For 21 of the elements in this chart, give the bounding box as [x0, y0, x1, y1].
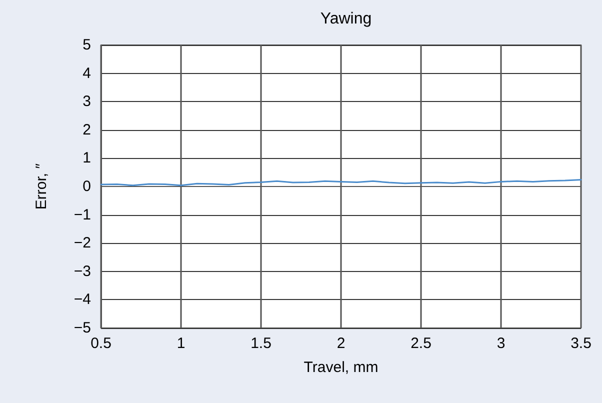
y-tick-label: −4 — [74, 291, 91, 308]
y-tick-label: −2 — [74, 234, 91, 252]
y-tick-label: 1 — [82, 150, 91, 167]
y-tick-label: 3 — [82, 93, 91, 110]
x-tick-label: 1 — [176, 335, 186, 352]
x-axis-title: Travel, mm — [304, 359, 378, 376]
x-tick-label: 2.5 — [410, 335, 432, 352]
y-tick-label: 0 — [82, 178, 91, 195]
x-tick-label: 3 — [496, 335, 506, 352]
y-tick-label: −5 — [74, 320, 91, 336]
y-tick-label: 5 — [82, 36, 91, 54]
y-axis-title: Error, ″ — [33, 162, 50, 210]
y-tick-label: 2 — [82, 121, 91, 138]
x-tick-label: 1.5 — [250, 335, 272, 352]
y-tick-label: 4 — [82, 64, 91, 82]
x-tick-label: 0.5 — [90, 335, 112, 352]
x-tick-label: 3.5 — [570, 335, 592, 352]
x-tick-label: 2 — [336, 335, 346, 352]
chart-title: Yawing — [320, 10, 372, 28]
y-tick-label: −3 — [74, 262, 91, 280]
y-tick-label: −1 — [74, 206, 91, 224]
